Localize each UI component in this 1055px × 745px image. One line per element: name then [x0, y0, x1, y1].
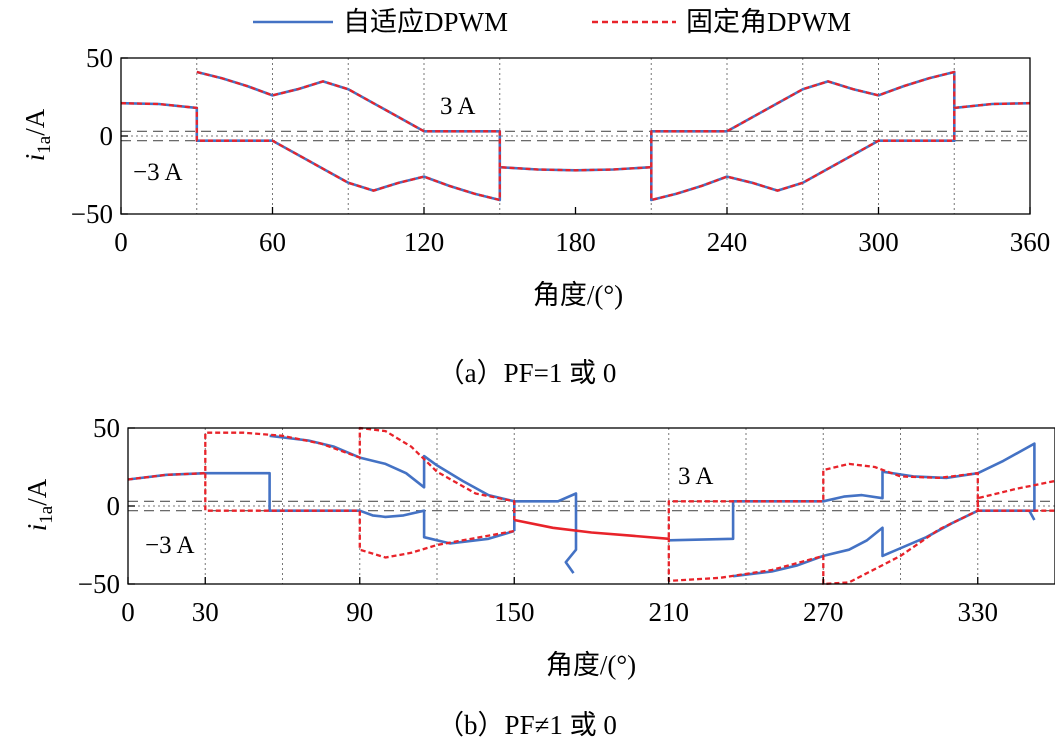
- x-tick-label: 60: [259, 227, 286, 257]
- series-adaptive-line: [668, 442, 1036, 542]
- y-tick-label: 0: [107, 491, 121, 521]
- chart-b-yticks: 50 0 −50: [78, 413, 135, 599]
- chart-a-annotation-3A: 3 A: [440, 93, 475, 120]
- legend-adaptive-label: 自适应DPWM: [343, 7, 508, 37]
- series-adaptive-line: [1028, 510, 1036, 521]
- chart-a-xticks: 0 60 120 180 240 300 360: [114, 207, 1050, 257]
- chart-a-annotation-neg3A: −3 A: [133, 159, 183, 186]
- series-fixed-line: [204, 473, 515, 559]
- x-tick-label: 120: [404, 227, 445, 257]
- series-adaptive-line: [120, 101, 1031, 202]
- chart-b-caption: （b）PF≠1 或 0: [437, 710, 617, 740]
- x-tick-label: 30: [192, 597, 219, 627]
- chart-a-yticks: 50 0 −50: [71, 43, 128, 229]
- series-fixed-line: [650, 70, 956, 168]
- y-tick-label: −50: [78, 569, 120, 599]
- series-fixed-line: [120, 102, 1031, 202]
- chart-b-ylabel: i1a/A: [22, 478, 57, 531]
- chart-a: 500−50 0 60 120 180 240 300 360 3 A −3 A i1a/A…: [20, 43, 1050, 388]
- series-adaptive-line: [732, 509, 979, 578]
- series-fixed-line: [514, 518, 669, 541]
- chart-b-xlabel: 角度/(°): [546, 650, 636, 680]
- y-tick-label: 50: [93, 413, 120, 443]
- chart-a-caption: （a）PF=1 或 0: [438, 358, 617, 388]
- chart-b-annotation-3A: 3 A: [678, 463, 713, 490]
- chart-b: 500−50 0 30 90 150 210 270 330 3 A −3 A i1a/A …: [22, 413, 1055, 740]
- chart-a-xlabel: 角度/(°): [533, 280, 623, 310]
- chart-b-frame: [127, 427, 1055, 585]
- x-tick-label: 0: [121, 597, 135, 627]
- x-tick-label: 270: [803, 597, 844, 627]
- legend-fixed-label: 固定角DPWM: [686, 7, 851, 37]
- x-tick-label: 150: [494, 597, 535, 627]
- series-adaptive-line: [127, 471, 515, 545]
- y-tick-label: 50: [86, 43, 113, 73]
- series-fixed-line: [667, 462, 1055, 538]
- legend: 自适应DPWM 固定角DPWM: [253, 7, 851, 37]
- chart-b-grid: [128, 428, 1055, 584]
- x-tick-label: 300: [858, 227, 899, 257]
- x-tick-label: 210: [649, 597, 690, 627]
- series-fixed-line: [127, 426, 516, 520]
- chart-b-xticks: 0 30 90 150 210 270 330: [121, 577, 998, 627]
- x-tick-label: 0: [114, 227, 128, 257]
- chart-a-series-layer: [120, 70, 1031, 202]
- chart-b-annotation-neg3A: −3 A: [145, 532, 195, 559]
- x-tick-label: 240: [707, 227, 748, 257]
- series-fixed-line: [667, 479, 1055, 586]
- x-tick-label: 180: [555, 227, 596, 257]
- series-fixed-line: [196, 70, 501, 168]
- chart-b-series-layer: [127, 426, 1055, 586]
- y-tick-label: 0: [100, 121, 114, 151]
- y-tick-label: −50: [71, 199, 113, 229]
- x-tick-label: 330: [958, 597, 999, 627]
- chart-a-ylabel: i1a/A: [20, 108, 55, 161]
- x-tick-label: 360: [1010, 227, 1051, 257]
- chart-a-grid: [121, 58, 1030, 214]
- x-tick-label: 90: [346, 597, 373, 627]
